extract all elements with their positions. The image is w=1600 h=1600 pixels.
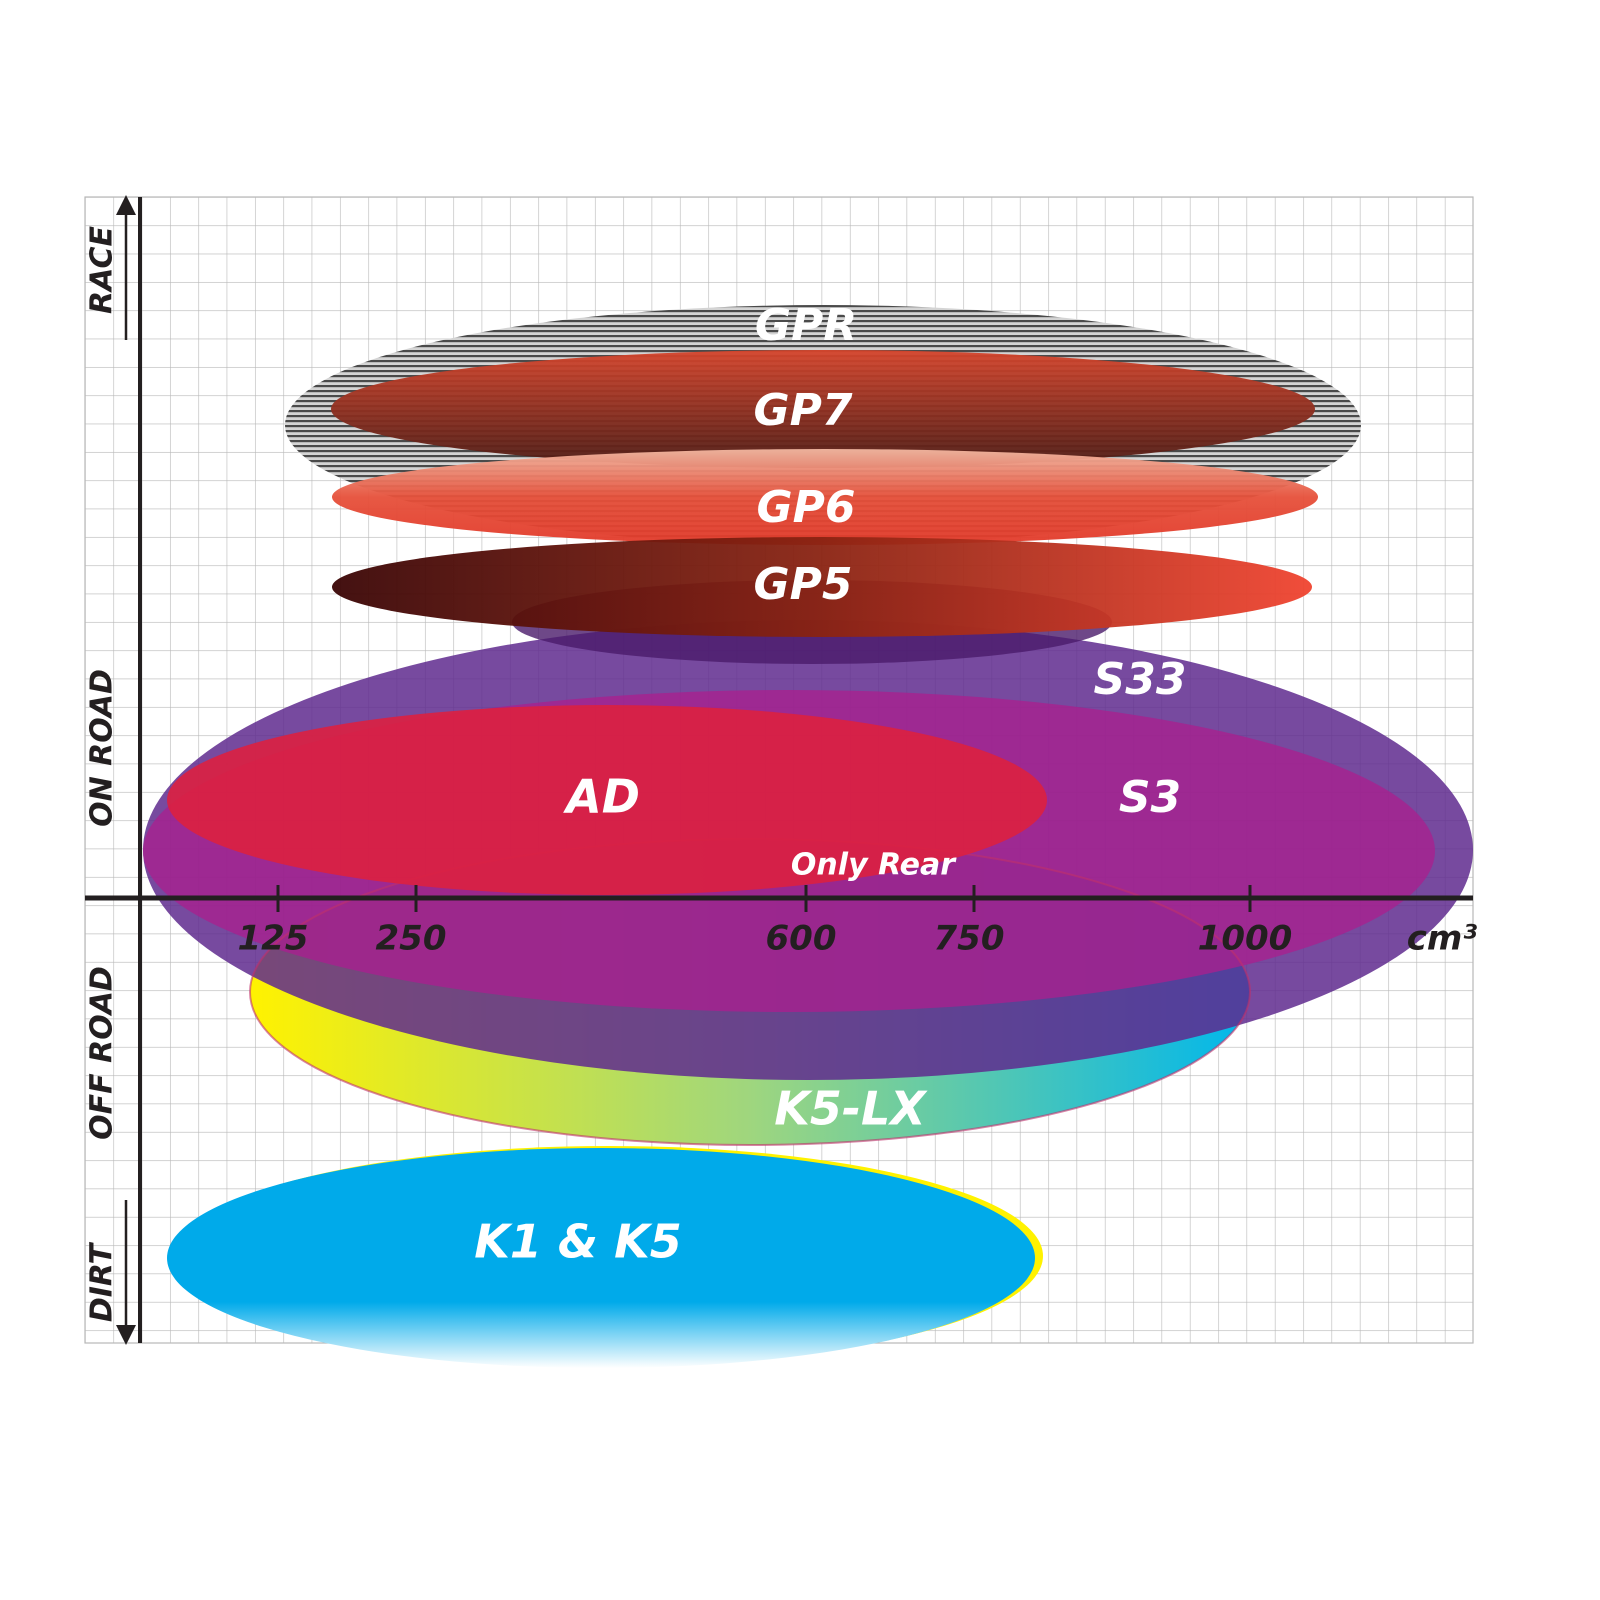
x-axis-unit: cm³: [1407, 919, 1478, 959]
range-gp7: [331, 350, 1315, 468]
x-tick-label: 1000: [1198, 919, 1293, 959]
y-label-race: RACE: [85, 226, 120, 314]
x-tick-label: 125: [238, 919, 309, 959]
label-gp6: GP6: [757, 482, 856, 533]
label-gp7: GP7: [754, 385, 853, 436]
label-s3: S3: [1119, 772, 1181, 823]
range-gp5: [332, 537, 1312, 637]
y-label-off-road: OFF ROAD: [85, 966, 120, 1140]
x-tick-label: 250: [376, 919, 447, 959]
label-s33: S33: [1094, 654, 1187, 705]
label-ad: AD: [563, 770, 640, 824]
label-gpr: GPR: [755, 300, 857, 351]
label-k5-lx: K5-LX: [774, 1082, 928, 1136]
y-label-on-road: ON ROAD: [85, 669, 120, 827]
label-k1-k5: K1 & K5: [474, 1215, 681, 1269]
range-ad: [167, 705, 1047, 895]
x-tick-label: 600: [766, 919, 837, 959]
label-gp5: GP5: [754, 559, 853, 610]
range-k1-k5: [167, 1148, 1035, 1368]
x-tick-label: 750: [934, 919, 1005, 959]
range-gp6: [332, 449, 1318, 545]
label-only-rear: Only Rear: [791, 848, 957, 883]
y-label-dirt: DIRT: [85, 1241, 120, 1322]
